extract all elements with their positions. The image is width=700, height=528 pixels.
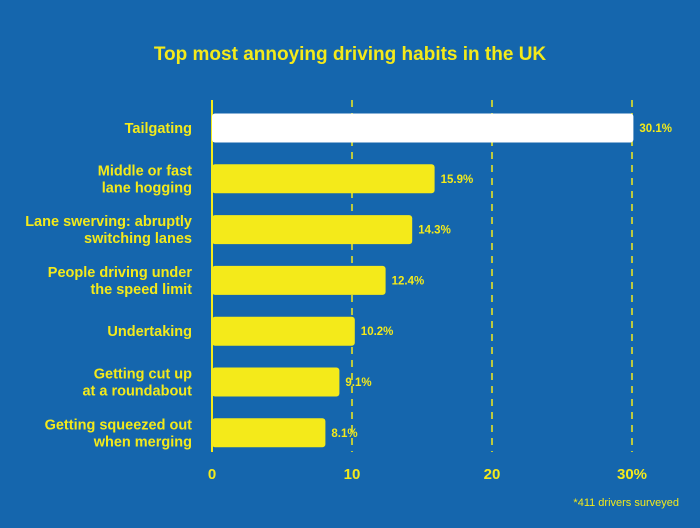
labels-layer: 30.1% Tailgating 15.9% Middle or fast lane h…: [25, 121, 672, 450]
bar: [212, 215, 413, 245]
category-label-line: Tailgating: [125, 121, 192, 137]
category-label: People driving under the speed limit: [48, 265, 193, 298]
category-label-line: when merging: [93, 434, 192, 450]
chart-title: Top most annoying driving habits in the …: [154, 44, 547, 65]
category-label: Undertaking: [107, 324, 192, 340]
bar: [212, 316, 355, 346]
value-label: 14.3%: [418, 225, 451, 237]
category-label-line: People driving under: [48, 265, 193, 281]
bars-layer: [212, 113, 634, 448]
x-tick-label: 20: [484, 466, 501, 483]
value-label: 30.1%: [639, 123, 672, 135]
x-tick-label: 10: [344, 466, 361, 483]
category-label-line: at a roundabout: [82, 384, 192, 400]
value-label: 15.9%: [441, 174, 474, 186]
category-label: Middle or fast lane hogging: [98, 163, 192, 196]
bar: [212, 164, 435, 194]
bar: [212, 265, 386, 295]
value-label: 12.4%: [392, 275, 425, 287]
category-label: Getting cut up at a roundabout: [82, 367, 192, 400]
category-label: Tailgating: [125, 121, 192, 137]
category-label-line: switching lanes: [84, 231, 192, 247]
value-label: 8.1%: [331, 428, 357, 440]
category-label: Getting squeezed out when merging: [45, 417, 193, 450]
footnote: *411 drivers surveyed: [573, 497, 679, 509]
bar: [212, 367, 340, 397]
ticks-layer: 0 10 20 30%: [208, 466, 647, 483]
bar: [212, 418, 326, 448]
value-label: 10.2%: [361, 326, 394, 338]
x-tick-label: 30%: [617, 466, 647, 483]
value-label: 9.1%: [345, 377, 371, 389]
category-label-line: the speed limit: [90, 282, 192, 298]
category-label-line: Getting cut up: [94, 367, 192, 383]
bar: [212, 113, 634, 143]
x-tick-label: 0: [208, 466, 216, 483]
category-label-line: Getting squeezed out: [45, 417, 193, 433]
category-label: Lane swerving: abruptly switching lanes: [25, 214, 192, 247]
category-label-line: Lane swerving: abruptly: [25, 214, 192, 230]
category-label-line: lane hogging: [102, 180, 192, 196]
category-label-line: Middle or fast: [98, 163, 192, 179]
category-label-line: Undertaking: [107, 324, 192, 340]
